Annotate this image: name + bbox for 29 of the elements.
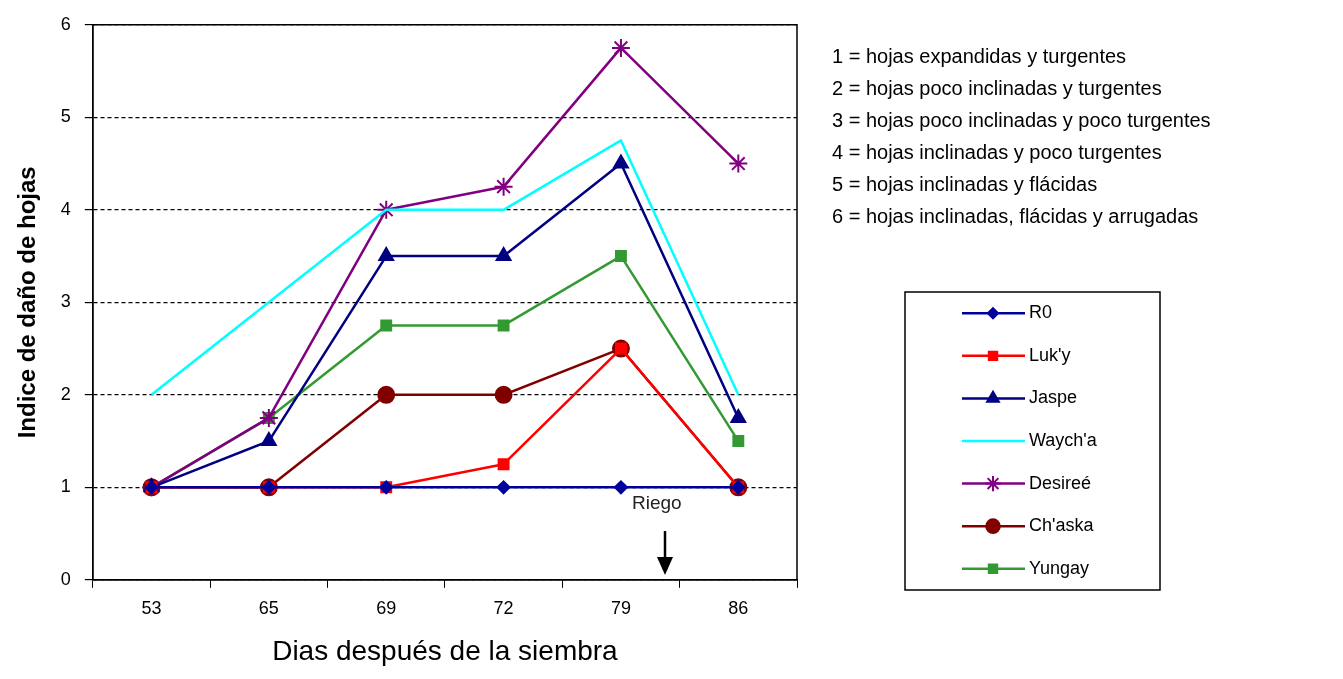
text: 2 = hojas poco inclinadas y turgentes — [832, 76, 1163, 101]
legend-label: Jaspe — [1029, 387, 1078, 408]
x-axis-title: Dias después de la siembra — [272, 634, 619, 666]
y-tick-label: 6 — [60, 13, 71, 34]
annotation: Riego — [632, 492, 682, 514]
y-tick-label: 0 — [60, 568, 71, 589]
text: 5 = hojas inclinadas y flácidas — [832, 172, 1099, 197]
text: 6 = hojas inclinadas, flácidas y arrugadas — [832, 204, 1200, 229]
text: 3 = hojas poco inclinadas y poco turgentes — [832, 108, 1211, 133]
text: 4 = hojas inclinadas y poco turgentes — [832, 140, 1163, 165]
x-tick-label: 72 — [493, 597, 514, 618]
legend-label: Luk'y — [1029, 344, 1071, 365]
x-tick-label: 79 — [610, 597, 631, 618]
y-axis-title: Indice de daño de hojas — [13, 166, 41, 439]
text: 1 = hojas expandidas y turgentes — [832, 44, 1128, 69]
y-tick-label: 3 — [60, 291, 71, 312]
y-tick-label: 4 — [60, 198, 71, 219]
y-tick-label: 2 — [60, 383, 71, 404]
legend-label: Waych'a — [1029, 429, 1098, 450]
legend-label: R0 — [1029, 302, 1053, 323]
legend-label: Yungay — [1029, 557, 1090, 578]
y-tick-label: 1 — [60, 476, 71, 497]
x-tick-label: 69 — [376, 597, 397, 618]
y-tick-label: 5 — [60, 106, 71, 127]
x-tick-label: 86 — [728, 597, 749, 618]
legend-label: Ch'aska — [1029, 515, 1095, 536]
x-tick-label: 65 — [258, 597, 279, 618]
legend-label: Desireé — [1029, 472, 1092, 493]
x-tick-label: 53 — [141, 597, 162, 618]
